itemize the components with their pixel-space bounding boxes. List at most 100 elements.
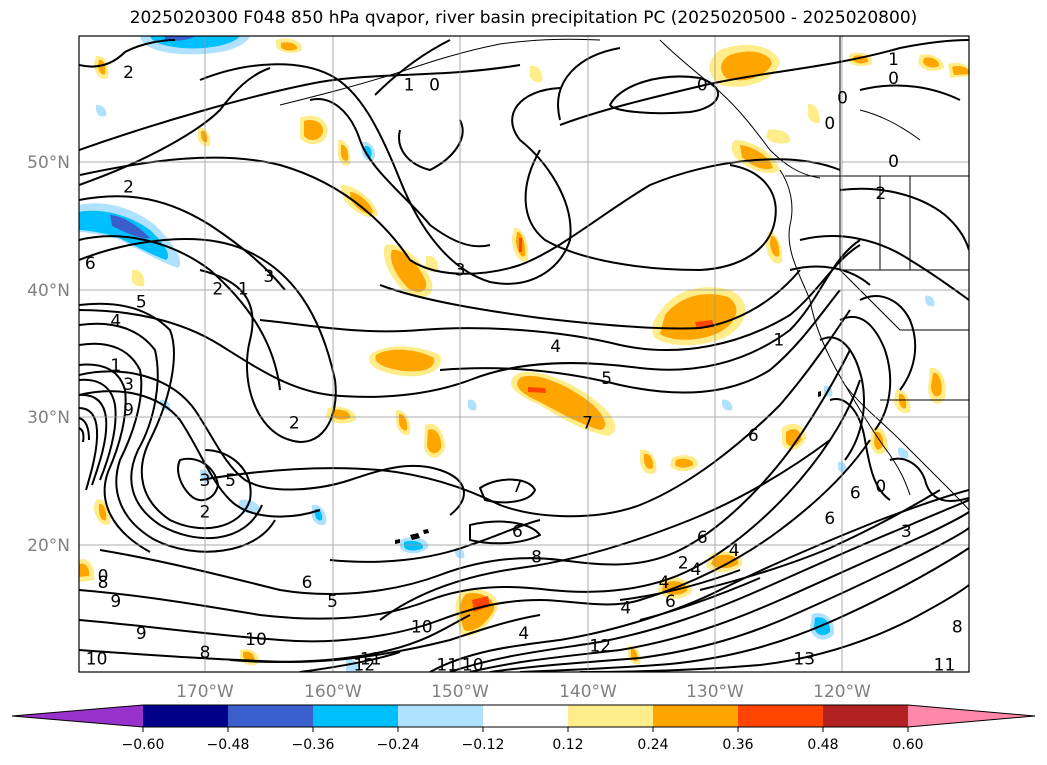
- colorbar-tick-label: 0.60: [892, 737, 923, 753]
- shade-blob: [110, 215, 150, 239]
- contour-label: 9: [136, 624, 147, 644]
- contour-line: [619, 569, 741, 601]
- contour-label: 4: [729, 541, 740, 561]
- coastline-west-coast: [779, 169, 969, 511]
- shade-blob: [952, 65, 969, 75]
- island-hawaii: [395, 539, 400, 544]
- colorbar-segment: [143, 705, 228, 727]
- contour-line: [177, 457, 219, 502]
- shade-blob: [740, 145, 773, 170]
- contour-label: 1: [773, 331, 784, 351]
- coastline-baja: [844, 384, 911, 496]
- contour-label: 0: [824, 114, 835, 134]
- contour-line: [299, 651, 401, 672]
- contour-line: [259, 244, 861, 351]
- contour-label: 8: [98, 573, 109, 593]
- shade-blob: [644, 453, 654, 469]
- contour-label: 8: [531, 547, 542, 567]
- colorbar: [11, 704, 1036, 728]
- latitude-labels: 50°N 40°N 30°N 20°N: [27, 153, 70, 556]
- shade-blob: [923, 57, 940, 68]
- contour-line: [398, 119, 464, 171]
- contour-line: [429, 489, 969, 672]
- colorbar-tick-label: −0.48: [207, 737, 250, 753]
- contour-line: [79, 64, 521, 151]
- lon-label: 130°W: [686, 682, 744, 702]
- shade-blob: [675, 458, 694, 468]
- shade-blob: [131, 269, 145, 287]
- shade-blob: [201, 130, 208, 143]
- colorbar-segment: [483, 705, 568, 727]
- colorbar-tick-label: 0.36: [722, 737, 753, 753]
- contour-label: 7: [582, 413, 593, 433]
- contour-label: 0: [837, 88, 848, 108]
- colorbar-tick-label: −0.12: [462, 737, 505, 753]
- shade-blob: [96, 104, 107, 117]
- lon-label: 140°W: [559, 682, 617, 702]
- shade-blob: [99, 503, 107, 521]
- contour-label: 8: [200, 643, 211, 663]
- contour-line: [829, 398, 891, 501]
- contour-label: 1: [110, 356, 121, 376]
- shade-blob: [721, 51, 772, 81]
- qvapor-contours: [79, 39, 969, 672]
- colorbar-tick-label: −0.24: [377, 737, 420, 753]
- shade-blob: [519, 238, 522, 252]
- contour-label: 11: [934, 656, 956, 676]
- contour-line: [379, 269, 801, 330]
- contour-label: 5: [601, 369, 612, 389]
- contour-line: [99, 349, 851, 595]
- shade-blob: [79, 210, 169, 260]
- contour-line: [79, 363, 151, 553]
- colorbar-segment: [568, 705, 653, 727]
- shade-blob: [807, 103, 820, 124]
- contour-label: 2: [200, 503, 211, 523]
- colorbar-tick-label: 0.24: [637, 737, 668, 753]
- contour-line: [379, 439, 831, 621]
- contour-line: [309, 98, 491, 248]
- shade-blob: [786, 429, 802, 447]
- contour-label: 6: [665, 592, 676, 612]
- colorbar-segment: [228, 705, 313, 727]
- contour-line: [439, 289, 841, 394]
- contour-label: 0: [888, 152, 899, 172]
- colorbar-segment: [398, 705, 483, 727]
- contour-line: [449, 499, 969, 672]
- contour-line: [79, 238, 337, 443]
- contour-line: [479, 478, 536, 504]
- contour-line: [79, 302, 252, 530]
- border-states: [839, 176, 969, 331]
- lon-label: 160°W: [304, 682, 362, 702]
- colorbar-arrow-left: [12, 705, 143, 727]
- longitude-labels: 170°W 160°W 150°W 140°W 130°W 120°W: [176, 682, 871, 702]
- contour-label: 2: [123, 63, 134, 83]
- shade-blob: [98, 59, 106, 75]
- shade-blob: [898, 447, 909, 459]
- contour-label: 4: [620, 598, 631, 618]
- contour-line: [79, 439, 871, 643]
- contour-line: [839, 315, 892, 431]
- contour-label: 10: [462, 656, 484, 676]
- contour-label: 3: [901, 522, 912, 542]
- shade-blob: [375, 349, 435, 372]
- coastline-alaska-panhandle: [659, 39, 821, 179]
- contour-line: [79, 239, 861, 398]
- contour-line: [524, 149, 777, 271]
- contour-label: 2: [678, 554, 689, 574]
- shade-blob: [304, 120, 324, 141]
- contour-label: 5: [136, 292, 147, 312]
- shade-blob: [711, 554, 739, 569]
- contour-label: 2: [289, 413, 300, 433]
- contour-line: [79, 407, 99, 491]
- colorbar-segment: [738, 705, 823, 727]
- contour-line: [469, 520, 541, 545]
- islands: [395, 391, 821, 544]
- contour-label: 11: [436, 656, 458, 676]
- colorbar-segment: [653, 705, 738, 727]
- shade-blob: [79, 563, 90, 577]
- contour-line: [557, 47, 621, 121]
- contour-label: 12: [354, 656, 376, 676]
